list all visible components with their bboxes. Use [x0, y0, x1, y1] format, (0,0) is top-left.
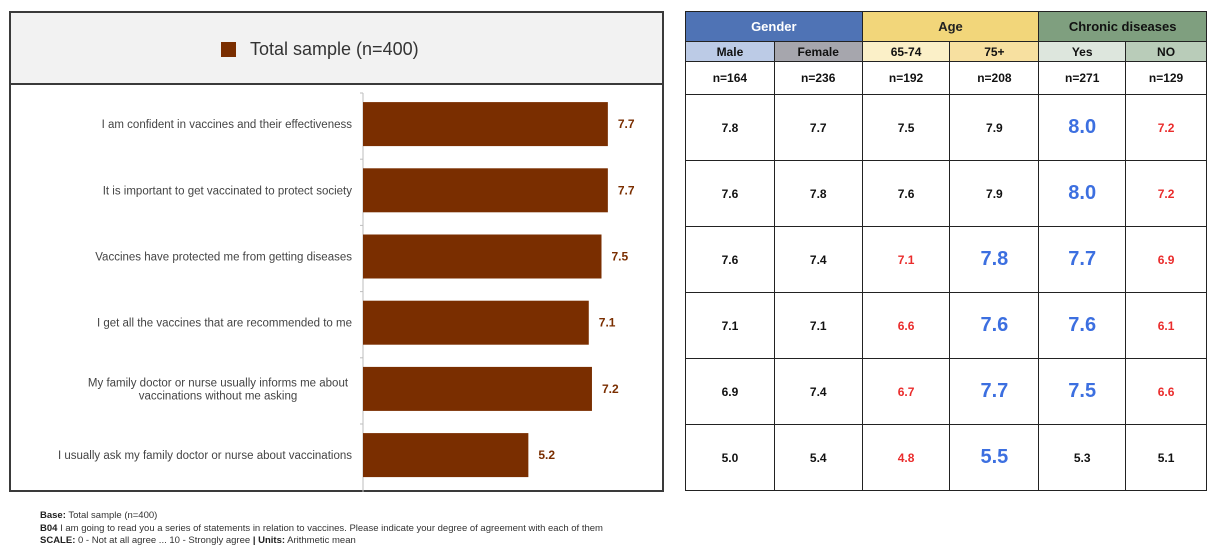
subheader: 65-74: [861, 41, 951, 62]
value-cell: 7.2: [1125, 160, 1207, 227]
category-label: I am confident in vaccines and their eff…: [102, 119, 353, 131]
value-cell: 5.4: [773, 424, 863, 491]
value-cell: 8.0: [1038, 94, 1127, 161]
bar-chart: 7.7 I am confident in vaccines and their …: [58, 92, 635, 492]
subheader: NO: [1125, 41, 1207, 62]
value-cell: 6.6: [1125, 358, 1207, 425]
value-cell: 6.9: [1125, 226, 1207, 293]
table-row: 6.9 7.4 6.7 7.7 7.5 6.6: [685, 358, 1207, 425]
subheader: Male: [685, 41, 775, 62]
sample-size-cell: n=236: [773, 61, 863, 95]
subheader: Female: [773, 41, 863, 62]
value-cell: 7.6: [685, 226, 775, 293]
value-cell: 7.4: [773, 358, 863, 425]
sample-size-row: n=164 n=236 n=192 n=208 n=271 n=129: [685, 61, 1207, 95]
category-label: vaccinations without me asking: [139, 390, 298, 402]
bar: [363, 234, 602, 279]
sample-size-cell: n=129: [1125, 61, 1207, 95]
table-row: 7.6 7.8 7.6 7.9 8.0 7.2: [685, 160, 1207, 227]
value-cell: 7.8: [773, 160, 863, 227]
value-cell: 7.7: [1038, 226, 1127, 293]
value-cell: 6.6: [861, 292, 951, 359]
value-cell: 7.8: [685, 94, 775, 161]
subheader-row: Male Female 65-74 75+ Yes NO: [685, 41, 1207, 62]
bar: [363, 168, 608, 213]
value-cell: 7.6: [1038, 292, 1127, 359]
legend: Total sample (n=400): [11, 13, 662, 85]
bar-value-label: 7.5: [612, 250, 629, 264]
value-cell: 6.1: [1125, 292, 1207, 359]
question-note: B04 I am going to read you a series of s…: [40, 522, 603, 534]
value-cell: 4.8: [861, 424, 951, 491]
bar-value-label: 7.1: [599, 316, 616, 330]
bar: [363, 102, 608, 147]
legend-swatch: [221, 42, 236, 57]
value-cell: 7.1: [773, 292, 863, 359]
segment-table: Gender Age Chronic diseases Male Female 65-7…: [685, 11, 1207, 491]
value-cell: 7.1: [861, 226, 951, 293]
subheader: Yes: [1038, 41, 1127, 62]
value-cell: 5.0: [685, 424, 775, 491]
subheader: 75+: [949, 41, 1040, 62]
scale-note: SCALE: 0 - Not at all agree ... 10 - Str…: [40, 535, 356, 546]
value-cell: 7.8: [949, 226, 1040, 293]
group-header: Gender: [685, 11, 863, 42]
footer-notes: Base: Total sample (n=400) B04 I am goin…: [40, 510, 603, 548]
legend-label: Total sample (n=400): [250, 39, 419, 59]
table-row: 7.8 7.7 7.5 7.9 8.0 7.2: [685, 94, 1207, 161]
table-row: 5.0 5.4 4.8 5.5 5.3 5.1: [685, 424, 1207, 491]
chart-panel: Total sample (n=400) 7.7 I am confident i…: [9, 11, 664, 492]
bar-value-label: 7.2: [602, 382, 619, 396]
value-cell: 7.9: [949, 94, 1040, 161]
value-cell: 5.1: [1125, 424, 1207, 491]
value-cell: 5.3: [1038, 424, 1127, 491]
value-cell: 7.6: [861, 160, 951, 227]
bar: [363, 366, 592, 411]
value-cell: 7.7: [773, 94, 863, 161]
category-label: It is important to get vaccinated to pro…: [103, 185, 353, 197]
category-label: Vaccines have protected me from getting …: [95, 252, 352, 264]
legend-item: Total sample (n=400): [221, 39, 419, 60]
sample-size-cell: n=208: [949, 61, 1040, 95]
group-header-row: Gender Age Chronic diseases: [685, 11, 1207, 42]
value-cell: 7.9: [949, 160, 1040, 227]
value-cell: 8.0: [1038, 160, 1127, 227]
group-header: Chronic diseases: [1038, 11, 1207, 42]
value-cell: 6.9: [685, 358, 775, 425]
bar-value-label: 5.2: [538, 448, 555, 462]
sample-size-cell: n=164: [685, 61, 775, 95]
sample-size-cell: n=192: [861, 61, 951, 95]
category-label: I usually ask my family doctor or nurse …: [58, 450, 352, 462]
base-note: Base: Total sample (n=400): [40, 510, 158, 521]
value-cell: 6.7: [861, 358, 951, 425]
table-row: 7.6 7.4 7.1 7.8 7.7 6.9: [685, 226, 1207, 293]
value-cell: 7.5: [861, 94, 951, 161]
value-cell: 7.6: [949, 292, 1040, 359]
bar: [363, 300, 589, 345]
category-label: My family doctor or nurse usually inform…: [88, 377, 349, 389]
value-cell: 7.7: [949, 358, 1040, 425]
bar-value-label: 7.7: [618, 183, 635, 197]
table-row: 7.1 7.1 6.6 7.6 7.6 6.1: [685, 292, 1207, 359]
value-cell: 7.1: [685, 292, 775, 359]
group-header: Age: [861, 11, 1040, 42]
bar-value-label: 7.7: [618, 117, 635, 131]
category-label: I get all the vaccines that are recommen…: [97, 318, 352, 330]
value-cell: 7.4: [773, 226, 863, 293]
sample-size-cell: n=271: [1038, 61, 1127, 95]
bar: [363, 433, 529, 478]
value-cell: 7.5: [1038, 358, 1127, 425]
value-cell: 7.2: [1125, 94, 1207, 161]
value-cell: 5.5: [949, 424, 1040, 491]
value-cell: 7.6: [685, 160, 775, 227]
